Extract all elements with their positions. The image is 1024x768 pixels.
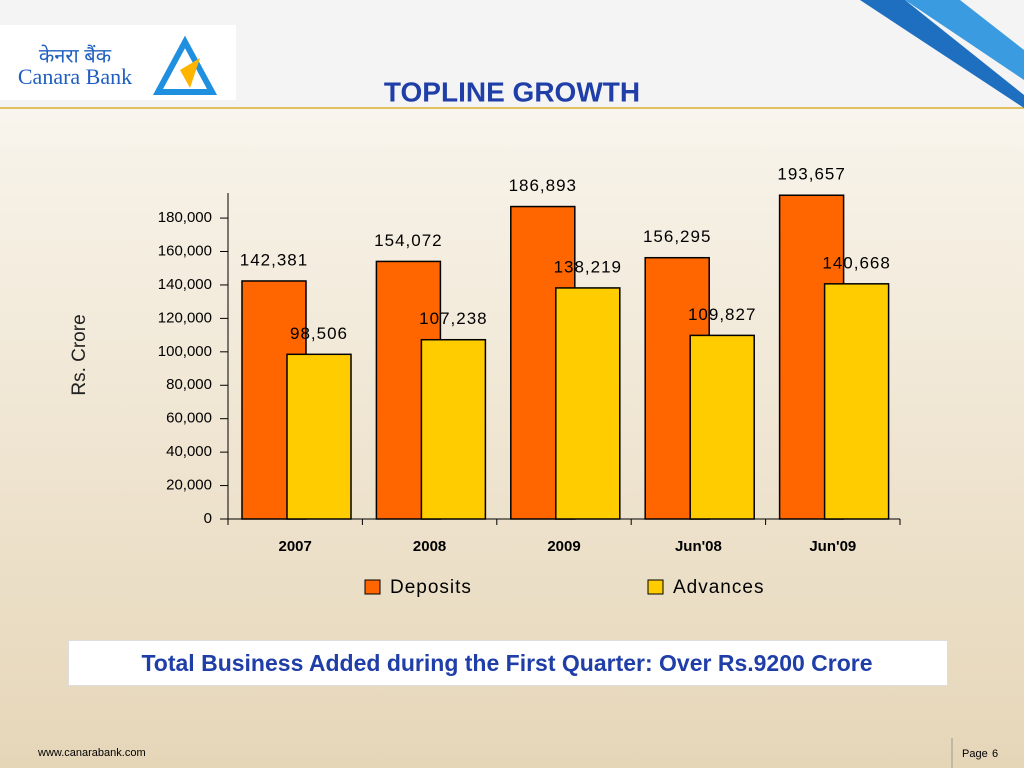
logo-mark [180, 58, 200, 88]
value-label: 193,657 [777, 165, 845, 184]
bar [689, 334, 755, 520]
value-label: 140,668 [822, 253, 890, 272]
y-tick-label: 100,000 [158, 343, 212, 360]
value-label: 109,827 [688, 305, 756, 324]
slide-title: TOPLINE GROWTH [384, 76, 640, 107]
value-label: 98,506 [290, 324, 348, 343]
y-tick-label: 60,000 [166, 410, 212, 427]
value-label: 156,295 [643, 227, 711, 246]
stripe [860, 0, 1024, 108]
logo-text: Canara Bank [18, 64, 132, 89]
value-label: 186,893 [509, 176, 577, 195]
value-label: 154,072 [374, 231, 442, 250]
x-tick-label: Jun'09 [809, 538, 856, 555]
y-axis-label: Rs. Crore [69, 314, 90, 395]
legend-label: Advances [673, 577, 764, 598]
y-tick-label: 120,000 [158, 309, 212, 326]
page-label: Page [962, 748, 988, 760]
footer-url: www.canarabank.com [37, 747, 146, 759]
legend-label: Deposits [390, 577, 472, 598]
bar [420, 338, 487, 520]
bar [286, 353, 352, 520]
stripe [905, 0, 1024, 80]
page-number: 6 [992, 748, 998, 760]
x-tick-label: 2007 [279, 538, 312, 555]
y-tick-label: 20,000 [166, 477, 212, 494]
value-label: 142,381 [240, 250, 308, 269]
y-tick-label: 0 [204, 510, 212, 527]
x-tick-label: Jun'08 [675, 538, 722, 555]
logo-hindi: केनरा बैंक [39, 44, 112, 67]
value-label: 107,238 [419, 309, 487, 328]
bar [555, 287, 621, 520]
bar [823, 283, 890, 520]
x-tick-label: 2009 [547, 538, 580, 555]
y-tick-label: 40,000 [166, 443, 212, 460]
y-tick-label: 80,000 [166, 376, 212, 393]
value-label: 138,219 [554, 257, 622, 276]
note-text: Total Business Added during the First Qu… [141, 650, 873, 676]
y-tick-label: 160,000 [158, 242, 212, 259]
legend-swatch [364, 579, 381, 595]
y-tick-label: 140,000 [158, 276, 212, 293]
note-box [68, 640, 948, 686]
logo-mark [152, 35, 218, 95]
x-tick-label: 2008 [413, 538, 446, 555]
legend-swatch [647, 579, 664, 595]
y-tick-label: 180,000 [158, 209, 212, 226]
